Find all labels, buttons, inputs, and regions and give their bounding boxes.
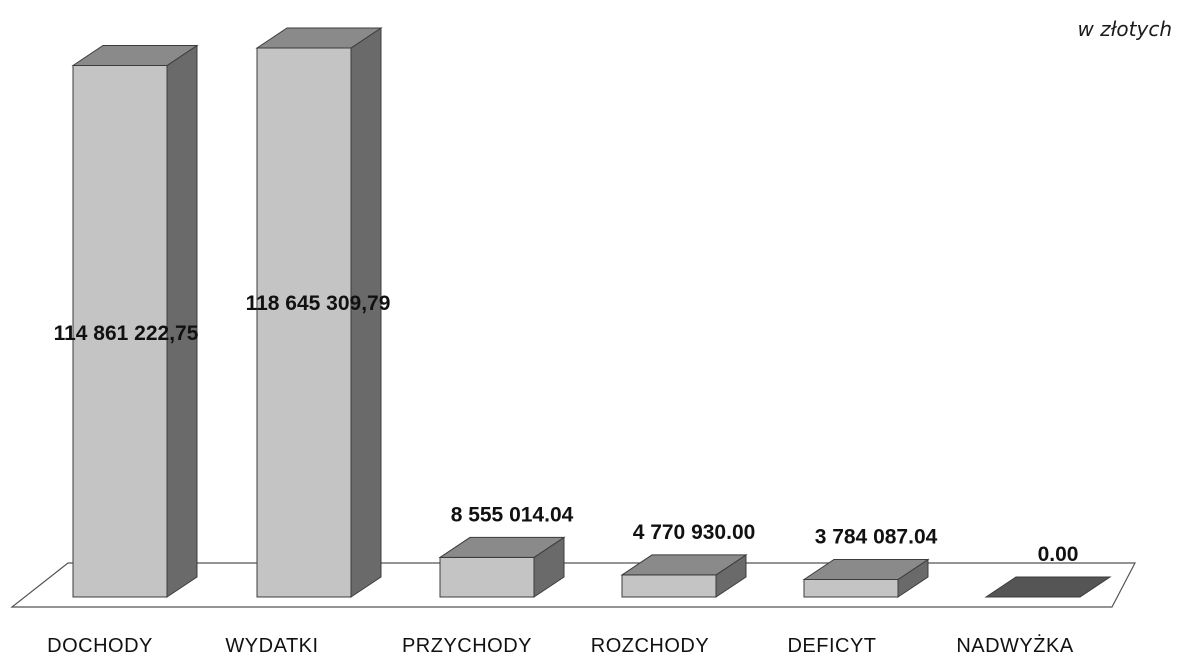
bar-top-rozchody <box>620 554 748 576</box>
category-labels-group: DOCHODY WYDATKI PRZYCHODY ROZCHODY DEFICYT NA… <box>47 634 1074 657</box>
value-label-deficyt: 3 784 087.04 <box>815 525 938 548</box>
value-labels-group: 114 861 222,75 118 645 309,79 8 555 014.04… <box>54 292 1079 566</box>
bar-top-przychody <box>438 536 566 558</box>
category-label-rozchody: ROZCHODY <box>591 635 709 657</box>
value-label-rozchody: 4 770 930.00 <box>633 521 756 544</box>
bar-top-nadwyżka <box>984 576 1112 598</box>
bar-deficyt <box>802 558 930 598</box>
bar-front-dochody <box>72 65 168 598</box>
bars-group <box>71 27 1112 598</box>
bar-front-przychody <box>439 556 535 598</box>
value-label-dochody: 114 861 222,75 <box>54 322 199 345</box>
bar-rozchody <box>620 553 748 598</box>
category-label-przychody: PRZYCHODY <box>402 635 532 657</box>
bar-dochody <box>71 44 199 598</box>
bar-top-deficyt <box>802 558 930 580</box>
bar-front-wydatki <box>256 47 352 598</box>
category-label-dochody: DOCHODY <box>47 635 153 657</box>
unit-note: w złotych <box>1077 17 1172 41</box>
category-label-deficyt: DEFICYT <box>787 635 876 657</box>
bar-front-rozchody <box>621 574 717 598</box>
value-label-przychody: 8 555 014.04 <box>451 503 574 526</box>
bar-top-wydatki <box>255 27 383 49</box>
category-label-nadwyżka: NADWYŻKA <box>956 634 1074 657</box>
bar-nadwyżka <box>984 576 1112 598</box>
bar-wydatki <box>255 27 383 598</box>
bar-przychody <box>438 536 566 598</box>
bar-front-deficyt <box>803 578 899 598</box>
value-label-nadwyżka: 0.00 <box>1038 543 1079 566</box>
category-label-wydatki: WYDATKI <box>225 635 318 657</box>
value-label-wydatki: 118 645 309,79 <box>246 292 391 315</box>
bar-top-dochody <box>71 45 199 67</box>
